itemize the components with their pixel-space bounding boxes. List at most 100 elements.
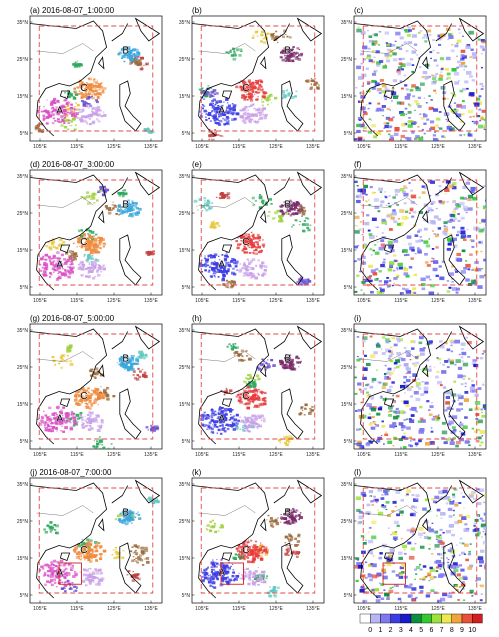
precip-pixel (449, 441, 455, 445)
cluster-pixel (235, 240, 238, 243)
precip-pixel (370, 354, 376, 358)
cluster-pixel (206, 258, 210, 261)
cluster-pixel (128, 215, 131, 217)
precip-pixel (382, 65, 387, 69)
cluster-pixel (55, 585, 58, 588)
cluster-pixel (126, 55, 130, 59)
cluster-pixel (226, 121, 230, 124)
precip-pixel (361, 339, 366, 343)
cluster-pixel (212, 103, 214, 104)
cluster-pixel (225, 109, 228, 111)
cluster-pixel (74, 398, 78, 402)
cluster-pixel (75, 397, 78, 399)
cluster-pixel (72, 110, 76, 113)
cluster-pixel (243, 236, 248, 240)
cluster-pixel (241, 393, 243, 395)
cluster-pixel (234, 347, 238, 349)
cluster-pixel (257, 89, 259, 91)
border-line (36, 43, 94, 54)
cluster-label-b: B (122, 200, 129, 211)
cluster-pixel (82, 265, 85, 268)
precip-pixel (363, 126, 367, 130)
domain-box (38, 179, 154, 286)
cluster-pixel (74, 398, 77, 401)
precip-pixel (448, 286, 452, 289)
cluster-pixel (243, 262, 246, 264)
precip-pixel (402, 287, 406, 290)
cluster-pixel (220, 261, 223, 264)
precip-pixel (451, 186, 457, 190)
cluster-pixel (57, 244, 61, 247)
cluster-pixel (88, 418, 92, 422)
cluster-pixel (87, 202, 91, 205)
cluster-pixel (233, 345, 236, 348)
cluster-pixel (249, 387, 252, 389)
cluster-pixel (68, 250, 73, 253)
precip-pixel (406, 253, 410, 256)
precip-pixel (458, 32, 461, 34)
cluster-pixel (97, 120, 101, 123)
precip-pixel (472, 359, 476, 362)
cluster-pixel (259, 194, 261, 196)
precip-pixel (357, 409, 362, 412)
cluster-pixel (78, 92, 81, 95)
precip-pixel (407, 111, 412, 114)
cluster-pixel (96, 113, 100, 116)
cluster-pixel (263, 391, 267, 395)
cluster-pixel (268, 210, 271, 213)
cluster-pixel (318, 84, 320, 86)
cluster-pixel (44, 253, 49, 257)
cluster-pixel (80, 246, 84, 249)
cluster-pixel (153, 250, 156, 252)
precip-pixel (359, 52, 364, 56)
precip-pixel (360, 401, 363, 404)
precip-pixel (436, 117, 441, 121)
cluster-pixel (290, 201, 293, 203)
precip-pixel (385, 116, 391, 120)
lat-tick-label: 5°N (182, 285, 191, 291)
cluster-pixel (261, 88, 264, 90)
cluster-pixel (40, 565, 44, 569)
cluster-pixel (231, 103, 234, 105)
cluster-pixel (56, 414, 58, 416)
cluster-pixel (133, 376, 138, 380)
precip-pixel (409, 445, 414, 448)
cluster-pixel (218, 412, 222, 416)
cluster-pixel (101, 88, 104, 91)
cluster-pixel (256, 108, 260, 111)
cluster-pixel (129, 56, 133, 59)
cluster-pixel (117, 208, 119, 210)
cluster-label-c: C (80, 83, 87, 94)
cluster-pixel (73, 422, 77, 425)
cluster-pixel (98, 424, 103, 428)
cluster-pixel (300, 207, 303, 209)
precip-pixel (432, 137, 438, 141)
precip-pixel (414, 442, 419, 445)
cluster-pixel (88, 235, 92, 239)
cluster-pixel (208, 112, 212, 115)
precip-pixel (462, 205, 468, 210)
cluster-pixel (122, 205, 126, 208)
precip-pixel (366, 214, 370, 217)
cluster-pixel (209, 275, 213, 278)
cluster-pixel (54, 269, 56, 272)
cluster-pixel (87, 253, 91, 257)
cluster-pixel (70, 411, 74, 415)
precip-pixel (461, 360, 464, 362)
cluster-pixel (99, 187, 103, 191)
precip-pixel (389, 48, 393, 52)
cluster-pixel (44, 414, 48, 417)
cluster-pixel (54, 529, 56, 531)
precip-pixel (467, 109, 473, 114)
cluster-pixel (76, 424, 78, 426)
coastline (354, 174, 432, 291)
cluster-pixel (239, 109, 242, 112)
cluster-pixel (249, 266, 252, 268)
cluster-pixel (59, 579, 62, 581)
cluster-pixel (68, 349, 72, 352)
misc-cluster (226, 343, 239, 351)
cluster-pixel (61, 417, 65, 421)
panel-contents (354, 171, 486, 295)
cluster-pixel (238, 269, 243, 273)
precip-pixel (391, 381, 395, 384)
